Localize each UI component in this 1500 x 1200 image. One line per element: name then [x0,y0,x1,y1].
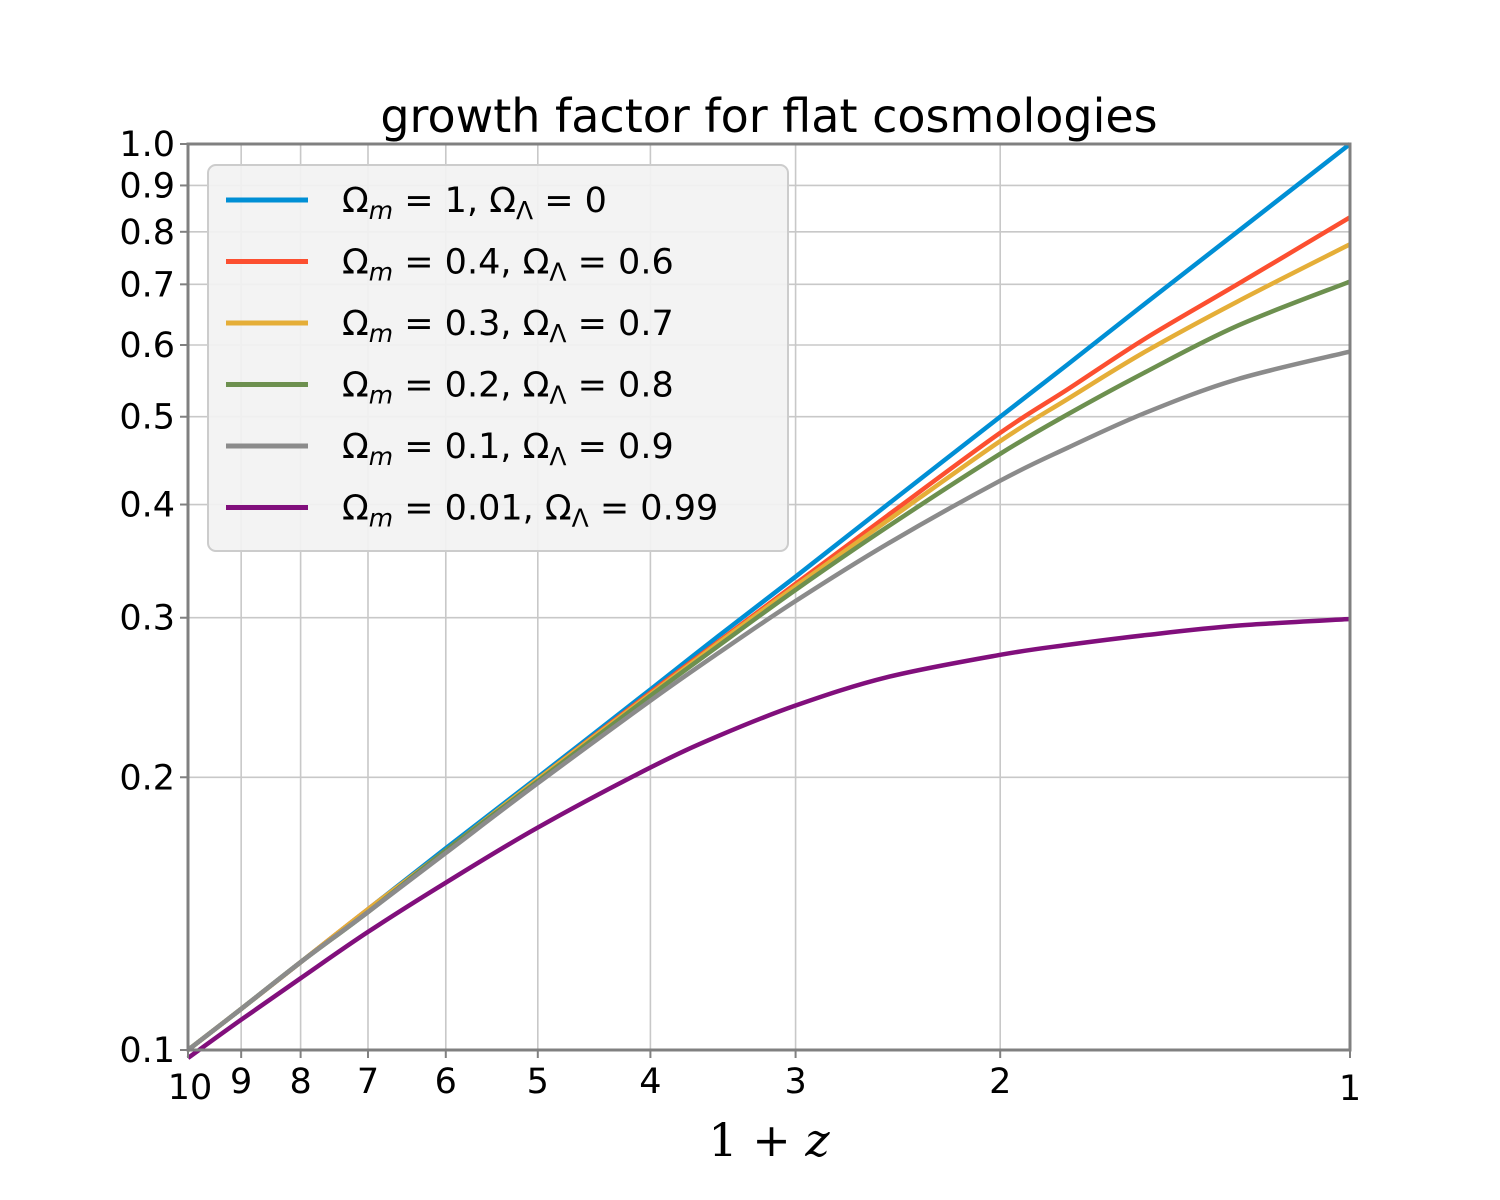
legend: Ωm = 1, ΩΛ = 0 Ωm = 0.4, ΩΛ = 0.6 Ωm = 0.3… [207,164,789,552]
legend-label-6: Ωm = 0.01, ΩΛ = 0.99 [342,489,718,533]
x-tick-label: 3 [784,1062,806,1102]
y-tick-label: 0.9 [119,166,175,206]
x-tick-label: 7 [357,1062,379,1102]
y-tick-label: 0.1 [119,1031,175,1071]
y-tick-label: 0.6 [119,326,175,366]
x-tick-label: 9 [230,1062,252,1102]
plot-frame [186,142,1352,1052]
legend-label-3: Ωm = 0.3, ΩΛ = 0.7 [342,304,674,348]
legend-label-1: Ωm = 1, ΩΛ = 0 [342,181,607,225]
x-tick-label: 5 [527,1062,549,1102]
y-tick-label: 1.0 [119,125,175,165]
series-line-6 [186,616,1351,1060]
y-tick-label: 0.3 [119,599,175,639]
series-line-5 [186,349,1351,1052]
y-tick-label: 0.7 [119,265,175,305]
chart-title: growth factor for flat cosmologies [380,89,1157,143]
y-tick-label: 0.5 [119,398,175,438]
legend-label-5: Ωm = 0.1, ΩΛ = 0.9 [342,427,674,471]
legend-box [207,164,789,552]
x-tick-label: 6 [435,1062,457,1102]
x-tick-label: 4 [639,1062,661,1102]
y-tick-label: 0.8 [119,213,175,253]
x-tick-label: 1 [1339,1069,1361,1109]
x-tick-label: 8 [289,1062,311,1102]
y-tick-label: 0.4 [119,486,175,526]
series-lines [186,142,1352,1060]
legend-label-2: Ωm = 0.4, ΩΛ = 0.6 [342,243,674,287]
legend-label-4: Ωm = 0.2, ΩΛ = 0.8 [342,366,674,410]
axis-ticks: 10 9 8 7 6 5 4 3 2 1 0.1 0.2 0.3 0.4 0.5 0.6 0.7 0.8 0.91.… [119,125,1361,1109]
legend-entries: Ωm = 1, ΩΛ = 0 Ωm = 0.4, ΩΛ = 0.6 Ωm = 0.3… [226,181,718,533]
x-axis-label: 1 + z [708,1113,830,1167]
x-tick-label: 2 [989,1062,1011,1102]
x-tick-label: 10 [168,1068,213,1108]
y-tick-label: 0.2 [119,758,175,798]
